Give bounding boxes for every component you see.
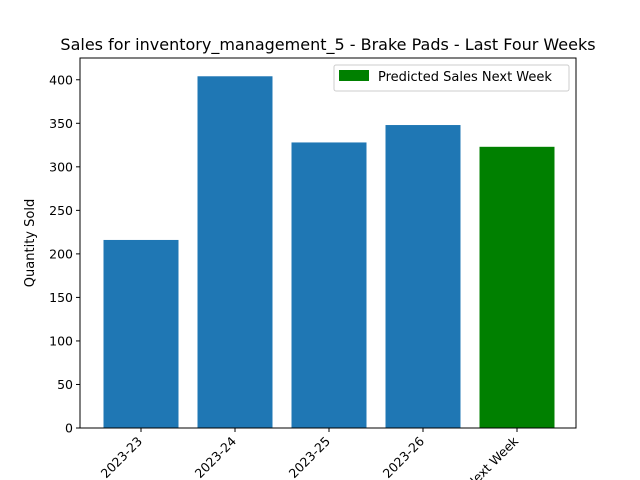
bar-2023-26 bbox=[385, 125, 461, 428]
bar-2023-24 bbox=[197, 76, 273, 428]
y-axis-label: Quantity Sold bbox=[23, 199, 38, 287]
bar-2023-25 bbox=[291, 142, 367, 428]
y-axis: 0 50 100 150 200 250 300 350 400 bbox=[49, 72, 80, 436]
y-tick-label: 150 bbox=[49, 290, 73, 305]
bars-group bbox=[103, 76, 555, 429]
y-tick-label: 200 bbox=[49, 246, 73, 261]
chart-title: Sales for inventory_management_5 - Brake… bbox=[60, 35, 595, 55]
y-tick-label: 300 bbox=[49, 159, 73, 174]
bar-2023-23 bbox=[103, 239, 179, 428]
legend-box bbox=[333, 64, 570, 92]
legend-label: Predicted Sales Next Week bbox=[378, 70, 552, 85]
y-tick-label: 400 bbox=[49, 72, 73, 87]
bar-Next Week bbox=[479, 146, 555, 429]
legend: Predicted Sales Next Week bbox=[333, 64, 570, 92]
y-tick-label: 250 bbox=[49, 203, 73, 218]
y-tick-label: 0 bbox=[65, 421, 73, 436]
legend-swatch bbox=[339, 70, 369, 81]
y-tick-label: 100 bbox=[49, 333, 73, 348]
y-tick-label: 50 bbox=[57, 377, 73, 392]
y-tick-label: 350 bbox=[49, 116, 73, 131]
plot-frame bbox=[79, 57, 577, 429]
